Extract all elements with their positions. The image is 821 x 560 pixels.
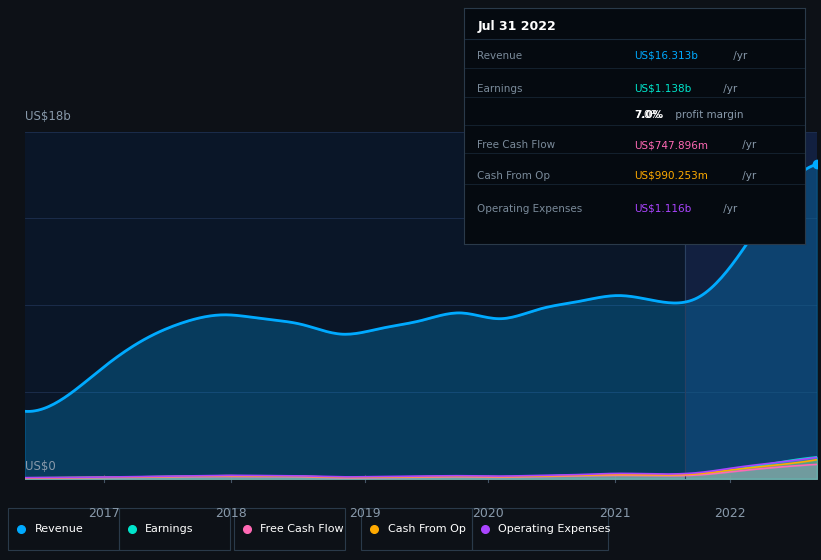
Text: /yr: /yr [720,204,737,213]
Text: US$1.116b: US$1.116b [635,204,691,213]
Text: /yr: /yr [739,171,756,181]
Text: Operating Expenses: Operating Expenses [498,524,611,534]
Text: 7.0%: 7.0% [635,110,661,119]
Text: profit margin: profit margin [672,110,744,119]
Text: 2017: 2017 [88,507,120,520]
Text: Earnings: Earnings [478,83,523,94]
Text: Cash From Op: Cash From Op [478,171,551,181]
Text: Cash From Op: Cash From Op [388,524,466,534]
Text: US$1.138b: US$1.138b [635,83,691,94]
Text: Revenue: Revenue [478,51,523,60]
Text: /yr: /yr [739,140,756,150]
Bar [685,132,817,479]
Text: US$747.896m: US$747.896m [635,140,709,150]
Text: Free Cash Flow: Free Cash Flow [478,140,556,150]
Text: Revenue: Revenue [34,524,83,534]
Text: 2018: 2018 [215,507,246,520]
Text: US$990.253m: US$990.253m [635,171,708,181]
Text: US$18b: US$18b [25,110,71,123]
Text: 2019: 2019 [350,507,381,520]
Text: 2021: 2021 [599,507,631,520]
Text: 2020: 2020 [472,507,504,520]
Text: /yr: /yr [730,51,747,60]
Text: 7.0%: 7.0% [635,110,663,119]
Text: /yr: /yr [720,83,737,94]
Text: US$0: US$0 [25,460,55,473]
Text: Earnings: Earnings [145,524,194,534]
Text: Free Cash Flow: Free Cash Flow [260,524,344,534]
Text: Operating Expenses: Operating Expenses [478,204,583,213]
Text: US$16.313b: US$16.313b [635,51,698,60]
Text: Jul 31 2022: Jul 31 2022 [478,20,557,33]
Text: 2022: 2022 [714,507,745,520]
